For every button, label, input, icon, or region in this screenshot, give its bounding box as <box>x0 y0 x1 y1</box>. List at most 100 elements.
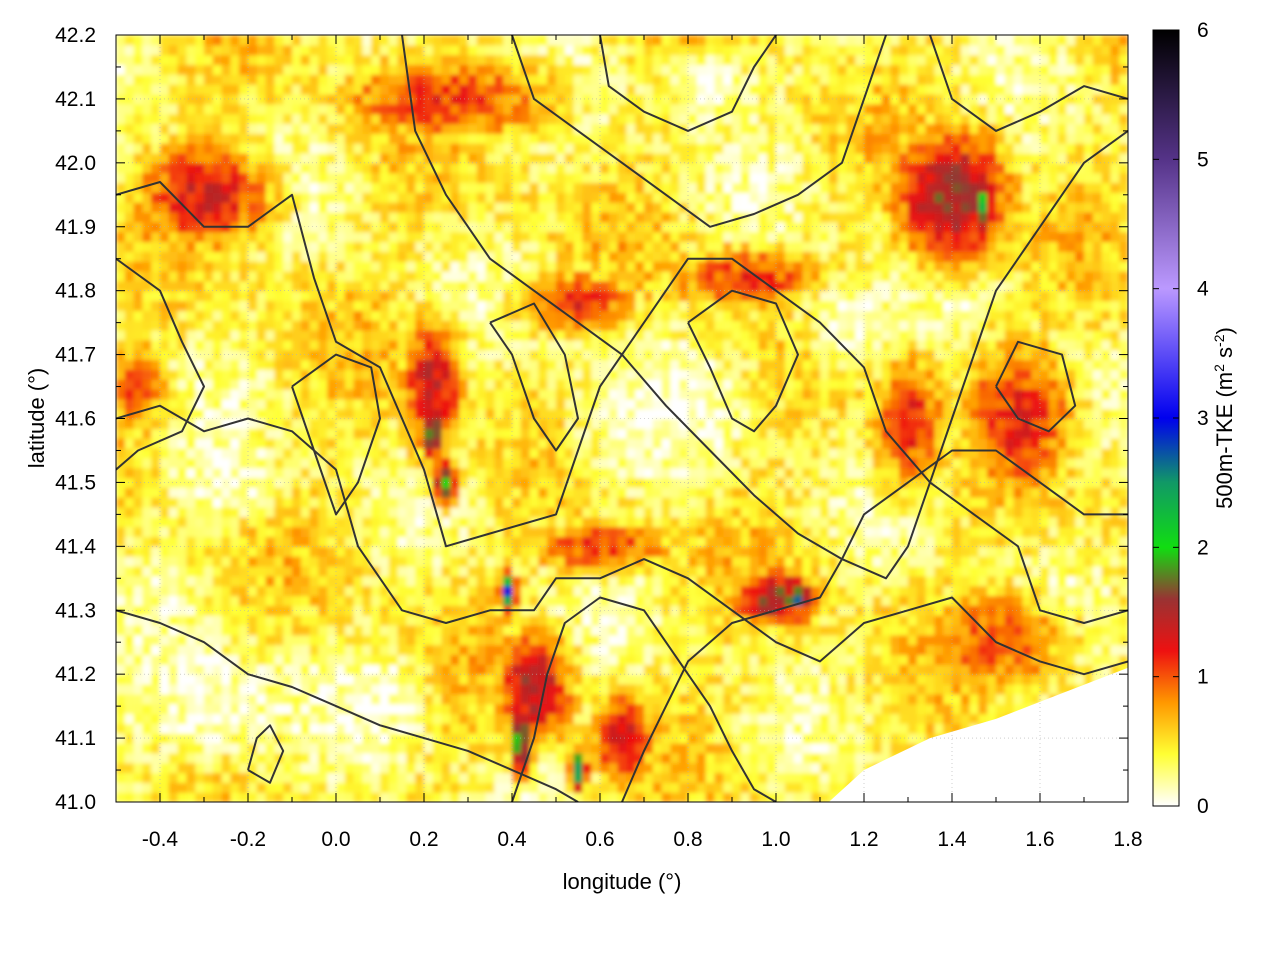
field-cell <box>142 182 152 193</box>
field-cell <box>300 398 311 410</box>
field-cell <box>239 271 249 282</box>
field-cell <box>309 133 319 144</box>
field-cell <box>362 261 372 272</box>
field-cell <box>256 113 267 125</box>
field-cell <box>283 123 293 134</box>
field-cell <box>476 221 487 233</box>
field-cell <box>212 792 223 802</box>
field-cell <box>476 94 487 105</box>
field-cell <box>476 733 487 744</box>
field-cell <box>388 271 399 282</box>
field-cell <box>116 546 126 557</box>
field-cell <box>635 516 645 528</box>
field-cell <box>459 290 469 302</box>
field-cell <box>652 566 663 577</box>
field-cell <box>661 103 671 115</box>
field-cell <box>300 684 311 695</box>
field-cell <box>608 359 619 370</box>
field-cell <box>661 290 671 302</box>
field-cell <box>564 634 575 646</box>
field-cell <box>459 654 469 665</box>
field-cell <box>160 674 170 685</box>
field-cell <box>564 654 575 665</box>
field-cell <box>256 103 267 115</box>
field-cell <box>124 438 135 449</box>
field-cell <box>591 477 601 488</box>
field-cell <box>195 330 205 341</box>
field-cell <box>529 35 539 46</box>
field-cell <box>617 133 627 144</box>
field-cell <box>160 516 170 528</box>
field-cell <box>644 526 654 538</box>
field-cell <box>547 133 557 144</box>
field-cell <box>116 64 126 75</box>
field-cell <box>116 703 126 715</box>
field-cell <box>177 585 187 597</box>
field-cell <box>371 743 381 754</box>
field-cell <box>450 74 460 85</box>
field-cell <box>186 379 196 390</box>
field-cell <box>116 625 126 636</box>
field-cell <box>336 526 346 538</box>
field-cell <box>212 123 223 134</box>
field-cell <box>503 546 513 557</box>
field-cell <box>661 280 671 292</box>
field-cell <box>476 172 487 184</box>
field-cell <box>344 172 355 184</box>
field-cell <box>591 221 601 233</box>
field-cell <box>168 162 179 174</box>
field-cell <box>503 566 513 577</box>
field-cell <box>573 261 583 272</box>
field-cell <box>441 546 451 557</box>
field-cell <box>441 192 451 203</box>
field-cell <box>564 477 575 488</box>
field-cell <box>344 605 355 616</box>
field-cell <box>520 162 531 174</box>
field-cell <box>371 379 381 390</box>
field-cell <box>494 418 504 429</box>
field-cell <box>204 546 214 557</box>
field-cell <box>274 84 284 95</box>
field-cell <box>362 644 372 656</box>
field-cell <box>116 162 126 174</box>
field-cell <box>388 605 399 616</box>
field-cell <box>300 772 311 783</box>
field-cell <box>547 54 557 66</box>
field-cell <box>388 172 399 184</box>
field-cell <box>318 516 328 528</box>
field-cell <box>494 497 504 508</box>
field-cell <box>300 792 311 802</box>
field-cell <box>362 123 372 134</box>
field-cell <box>230 566 240 577</box>
field-cell <box>371 162 381 174</box>
field-cell <box>239 44 249 56</box>
field-cell <box>186 192 196 203</box>
field-cell <box>556 35 566 46</box>
field-cell <box>116 172 126 184</box>
field-cell <box>661 585 671 597</box>
field-cell <box>432 398 443 410</box>
field-cell <box>177 487 187 498</box>
field-cell <box>318 634 328 646</box>
field-cell <box>441 782 451 793</box>
field-cell <box>512 261 522 272</box>
field-cell <box>160 713 170 724</box>
field-cell <box>362 556 372 567</box>
field-cell <box>626 752 636 764</box>
field-cell <box>608 54 619 66</box>
field-cell <box>318 772 328 783</box>
field-cell <box>353 123 363 134</box>
field-cell <box>564 221 575 233</box>
field-cell <box>336 271 346 282</box>
field-cell <box>256 536 267 547</box>
field-cell <box>177 546 187 557</box>
field-cell <box>292 379 302 390</box>
field-cell <box>160 143 170 154</box>
field-cell <box>160 251 170 262</box>
field-cell <box>600 448 610 459</box>
field-cell <box>538 595 548 606</box>
field-cell <box>204 615 214 626</box>
field-cell <box>503 192 513 203</box>
field-cell <box>397 497 407 508</box>
field-cell <box>133 526 143 538</box>
